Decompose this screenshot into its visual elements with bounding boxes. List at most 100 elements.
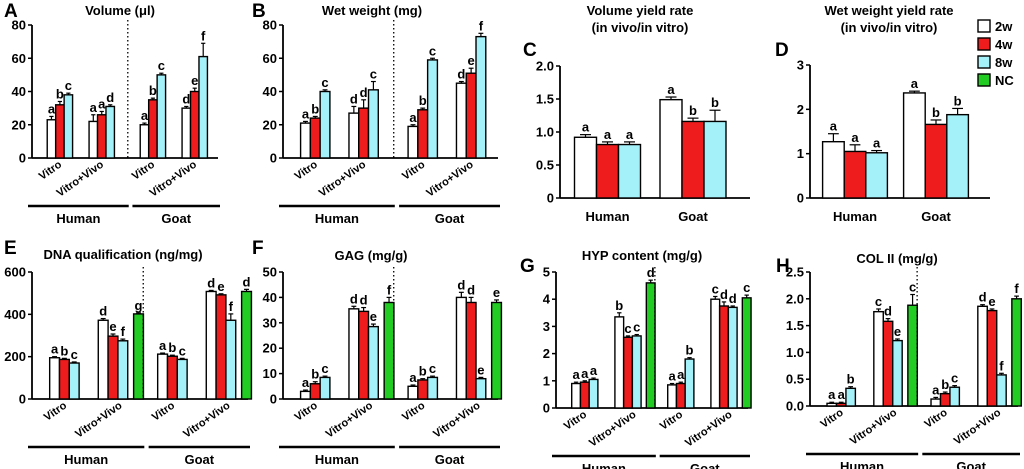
y-tick-label: 40 bbox=[263, 290, 277, 305]
bar-8w bbox=[319, 376, 331, 400]
bar-2w bbox=[455, 296, 467, 400]
significance-letter: e bbox=[493, 285, 500, 300]
significance-letter: d bbox=[350, 291, 358, 306]
significance-letter: a bbox=[851, 130, 859, 145]
y-tick-label: 80 bbox=[12, 18, 26, 33]
legend-swatch-8w bbox=[977, 55, 991, 69]
bar-2w bbox=[821, 140, 845, 199]
y-tick-label: 1 bbox=[797, 146, 804, 161]
significance-letter: c bbox=[633, 320, 640, 335]
y-tick-label: 200 bbox=[4, 349, 26, 364]
bar-4w bbox=[358, 310, 370, 400]
y-tick-label: 40 bbox=[263, 84, 277, 99]
significance-letter: c bbox=[712, 281, 719, 296]
bar-8w bbox=[475, 377, 487, 400]
bar-2w bbox=[299, 390, 312, 400]
bar-8w bbox=[703, 120, 727, 199]
group-label: Goat bbox=[161, 211, 191, 226]
significance-letter: a bbox=[51, 342, 59, 357]
chart-subtitle: (in vivo/in vitro) bbox=[592, 20, 689, 35]
x-category-label: Vitro+Vivo bbox=[431, 399, 483, 440]
bar-8w bbox=[845, 387, 857, 407]
panel-label: E bbox=[4, 238, 17, 259]
bar-4w bbox=[939, 392, 951, 407]
y-tick-label: 0 bbox=[270, 392, 277, 407]
x-category-label: Vitro+Vivo bbox=[683, 408, 735, 449]
significance-letter: a bbox=[302, 106, 310, 121]
chart-title: Wet weight (mg) bbox=[322, 3, 422, 18]
chart-subtitle: (in vivo/in vitro) bbox=[841, 20, 938, 35]
chart-title: COL II (mg/g) bbox=[856, 251, 937, 266]
bar-2w bbox=[97, 319, 109, 400]
significance-letter: b bbox=[711, 95, 719, 110]
chart-title: DNA qualification (ng/mg) bbox=[43, 247, 202, 262]
significance-letter: f bbox=[479, 18, 484, 33]
significance-letter: d bbox=[884, 304, 892, 319]
x-category-label: Vitro+Vivo bbox=[317, 158, 369, 199]
y-tick-label: 2.0 bbox=[786, 291, 804, 306]
significance-letter: e bbox=[894, 324, 901, 339]
bar-8w bbox=[63, 94, 74, 159]
legend-label: 2w bbox=[995, 19, 1013, 34]
significance-letter: b bbox=[311, 367, 319, 382]
y-tick-label: 0 bbox=[543, 401, 550, 416]
y-tick-label: 0 bbox=[19, 151, 26, 166]
bar-2w bbox=[139, 124, 150, 159]
significance-letter: b bbox=[149, 83, 157, 98]
bar-8w bbox=[176, 358, 188, 400]
y-tick-label: 40 bbox=[12, 84, 26, 99]
y-tick-label: 20 bbox=[263, 341, 277, 356]
panel-d: D Wet weight yield rate (in vivo/in vitro)… bbox=[775, 3, 990, 224]
y-tick-label: 0 bbox=[19, 392, 26, 407]
significance-letter: c bbox=[909, 280, 916, 295]
significance-letter: c bbox=[71, 347, 78, 362]
y-tick-label: 0.5 bbox=[786, 372, 804, 387]
bar-NC bbox=[645, 282, 656, 409]
significance-letter: f bbox=[1014, 281, 1019, 296]
x-category-label: Vitro bbox=[562, 408, 589, 432]
x-category-label: Vitro bbox=[400, 158, 427, 182]
y-tick-label: 0 bbox=[270, 151, 277, 166]
panel-h: H COL II (mg/g)0.00.51.01.52.02.5a abVitro… bbox=[776, 251, 1023, 469]
bar-4w bbox=[417, 109, 429, 159]
x-category-label: Vitro bbox=[819, 406, 846, 430]
bar-8w bbox=[949, 386, 961, 407]
bar-8w bbox=[367, 325, 379, 400]
bar-2w bbox=[205, 290, 217, 400]
bar-4w bbox=[309, 117, 321, 159]
group-label: Human bbox=[833, 209, 877, 224]
chart-title: Volume (μl) bbox=[85, 3, 155, 18]
chart-title: GAG (mg/g) bbox=[335, 248, 408, 263]
group-label: Human bbox=[315, 211, 359, 226]
bar-NC bbox=[132, 313, 145, 400]
significance-letter: d bbox=[106, 90, 114, 105]
significance-letter: a bbox=[667, 82, 675, 97]
significance-letter: a bbox=[604, 127, 612, 142]
significance-letter: a bbox=[911, 76, 919, 91]
y-tick-label: 3 bbox=[797, 58, 804, 73]
significance-letter: c bbox=[951, 371, 958, 386]
y-tick-label: 2.5 bbox=[786, 265, 804, 280]
significance-letter: a bbox=[873, 136, 881, 151]
significance-letter: c bbox=[321, 75, 328, 90]
significance-letter: b bbox=[419, 364, 427, 379]
bar-NC bbox=[490, 301, 503, 400]
significance-letter: d bbox=[457, 277, 465, 292]
significance-letter: e bbox=[191, 73, 198, 88]
bar-4w bbox=[579, 381, 590, 409]
bar-2w bbox=[348, 112, 360, 159]
legend-swatch-4w bbox=[977, 37, 991, 51]
significance-letter: d bbox=[99, 304, 107, 319]
group-label: Human bbox=[315, 452, 359, 467]
x-category-label: Vitro+Vivo bbox=[848, 406, 900, 447]
bar-2w bbox=[181, 107, 192, 159]
x-category-label: Vitro bbox=[400, 399, 427, 423]
bar-8w bbox=[105, 105, 116, 159]
bar-4w bbox=[96, 114, 107, 159]
y-tick-label: 0.5 bbox=[536, 158, 554, 173]
bar-4w bbox=[166, 355, 179, 400]
x-category-label: Vitro+Vivo bbox=[587, 408, 639, 449]
bar-8w bbox=[319, 90, 331, 159]
